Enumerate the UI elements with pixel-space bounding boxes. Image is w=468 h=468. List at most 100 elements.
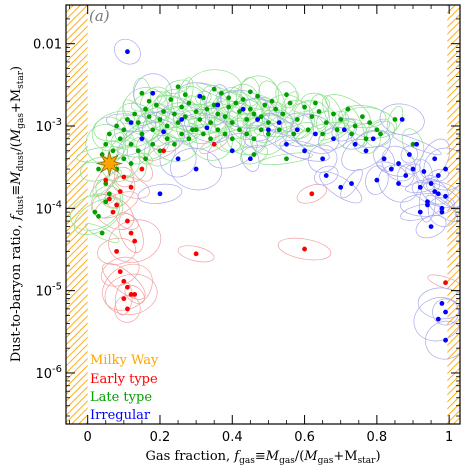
data-point-late-type (99, 230, 105, 236)
data-point-early-type (193, 251, 199, 257)
error-ellipse (295, 122, 350, 146)
data-point-irregular (403, 173, 409, 178)
data-point-irregular (193, 166, 199, 172)
y-tick-label: 10-6 (35, 364, 62, 382)
data-point-late-type (146, 114, 152, 120)
data-point-late-type (222, 114, 228, 120)
data-point-irregular (428, 181, 434, 186)
data-point-irregular (302, 148, 307, 154)
data-point-irregular (215, 102, 221, 108)
error-ellipse (177, 245, 215, 263)
error-ellipse (427, 168, 449, 183)
data-point-late-type (309, 114, 315, 120)
data-point-late-type (150, 141, 156, 147)
data-point-late-type (193, 109, 199, 114)
error-ellipse (415, 214, 447, 239)
data-point-irregular (240, 106, 246, 112)
data-point-late-type (273, 106, 279, 112)
data-point-irregular (388, 166, 394, 172)
data-point-irregular (331, 136, 336, 142)
error-ellipse (91, 194, 135, 230)
data-point-late-type (204, 106, 210, 112)
data-point-late-type (128, 141, 134, 147)
data-point-early-type (161, 148, 166, 154)
data-point-irregular (435, 173, 441, 178)
data-point-late-type (114, 123, 120, 129)
data-point-irregular (374, 177, 380, 183)
data-point-irregular (179, 117, 185, 122)
error-ellipse (423, 147, 460, 191)
data-point-late-type (103, 141, 109, 147)
data-point-late-type (175, 84, 181, 90)
data-point-late-type (237, 109, 242, 114)
data-point-late-type (139, 131, 145, 137)
y-tick-label: 10-4 (35, 199, 62, 217)
data-point-late-type (164, 136, 170, 142)
error-ellipse (84, 223, 120, 243)
data-point-irregular (313, 131, 318, 137)
error-ellipse (417, 287, 460, 320)
data-point-late-type (106, 131, 112, 137)
data-point-early-type (443, 280, 448, 286)
error-ellipse (111, 131, 152, 158)
data-point-late-type (226, 95, 232, 101)
data-point-late-type (96, 166, 101, 172)
data-point-irregular (276, 120, 282, 126)
data-point-irregular (266, 127, 271, 133)
data-point-irregular (432, 189, 438, 194)
data-point-irregular (443, 309, 448, 315)
data-point-late-type (179, 131, 185, 137)
data-point-late-type (229, 136, 235, 142)
axis-ticks: 0 0.2 0.4 0.6 0.8 1 10-6 10-5 10-4 10-3 0.01 (33, 5, 460, 445)
data-point-late-type (266, 120, 271, 126)
data-point-irregular (255, 117, 260, 122)
data-point-late-type (229, 120, 235, 126)
error-ellipse (319, 171, 363, 204)
data-point-irregular (410, 166, 416, 172)
error-ellipse (356, 129, 390, 148)
panel-label: (a) (89, 7, 110, 25)
error-ellipses (70, 38, 460, 360)
data-point-early-type (125, 284, 130, 290)
plot-frame (65, 4, 461, 425)
data-point-late-type (150, 127, 156, 133)
y-axis-label: Dust-to-baryon ratio, fdust≡Mdust/(Mgas+… (9, 66, 26, 362)
data-point-irregular (443, 193, 448, 199)
data-point-late-type (251, 136, 257, 142)
data-point-late-type (128, 161, 134, 166)
data-point-late-type (266, 131, 271, 137)
data-point-early-type (114, 202, 120, 208)
data-point-late-type (233, 100, 239, 106)
error-ellipse (318, 127, 349, 151)
data-point-irregular (352, 141, 358, 147)
error-ellipse (275, 81, 298, 109)
data-point-early-type (302, 246, 307, 252)
data-point-irregular (417, 184, 423, 190)
data-point-late-type (302, 104, 307, 110)
data-point-late-type (323, 120, 329, 126)
data-point-irregular (417, 209, 423, 215)
legend: Milky Way Early type Late type Irregular (90, 353, 159, 423)
data-point-irregular (435, 316, 441, 322)
data-point-early-type (103, 177, 109, 183)
data-point-late-type (284, 156, 289, 162)
data-point-late-type (157, 117, 163, 122)
data-point-late-type (103, 181, 109, 186)
data-point-late-type (222, 131, 228, 137)
data-point-late-type (197, 117, 203, 122)
data-point-late-type (320, 131, 326, 137)
error-ellipse (70, 193, 120, 231)
error-ellipse (117, 121, 167, 157)
data-point-late-type (316, 109, 322, 114)
data-point-irregular (349, 181, 354, 186)
data-point-irregular (338, 184, 344, 190)
error-ellipse (386, 105, 404, 134)
data-point-irregular (157, 191, 163, 197)
data-point-irregular (294, 127, 300, 133)
error-ellipse (260, 152, 313, 166)
data-point-late-type (182, 92, 188, 98)
milky-way-point (95, 151, 123, 178)
error-ellipse (240, 77, 261, 107)
data-point-irregular (414, 141, 420, 147)
data-point-early-type (121, 296, 127, 302)
